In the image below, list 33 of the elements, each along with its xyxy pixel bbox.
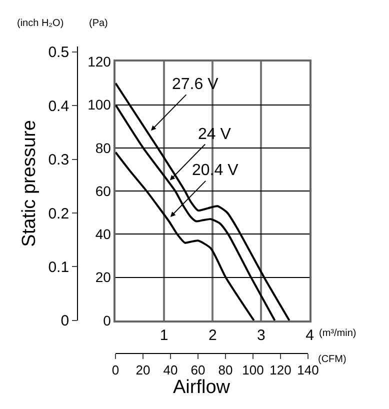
annotation: 20.4 V — [192, 162, 239, 179]
x-tick-label: 1 — [160, 327, 168, 344]
y2-tick-label: 0.5 — [48, 44, 70, 62]
x2-tick-label: 120 — [270, 362, 292, 378]
y-tick-label: 60 — [95, 182, 112, 199]
y-tick-label: 100 — [88, 96, 112, 113]
annotation: 24 V — [198, 126, 232, 143]
y2-tick-label: 0.1 — [48, 258, 70, 276]
y-tick-label: 80 — [95, 140, 112, 156]
text: (m³/min) — [319, 328, 356, 339]
y-tick-label: 40 — [95, 226, 112, 242]
y2-tick-label: 0.4 — [48, 98, 70, 115]
x2-tick-label: 60 — [190, 362, 206, 378]
text: (inch H₂O) — [17, 18, 64, 29]
x2-tick-label: 100 — [242, 362, 264, 378]
text: (CFM) — [318, 354, 346, 365]
x2-tick-label: 80 — [218, 362, 233, 378]
annotation: 27.6 V — [172, 76, 219, 93]
x-tick-label: 2 — [208, 327, 217, 344]
y2-tick-label: 0 — [60, 312, 70, 330]
x-tick-label: 4 — [306, 327, 314, 344]
x-axis-title: Airflow — [173, 377, 230, 398]
y2-tick-label: 0.2 — [48, 205, 70, 222]
x2-tick-label: 140 — [297, 362, 319, 378]
text: (Pa) — [89, 18, 108, 29]
y-tick-label: 20 — [95, 269, 112, 286]
y-tick-label: 120 — [88, 54, 112, 70]
x2-tick-label: 20 — [136, 362, 150, 378]
y2-axis-title: Static pressure — [19, 120, 40, 247]
y2-tick-label: 0.3 — [48, 152, 70, 169]
x2-tick-label: 40 — [163, 362, 178, 378]
x-tick-label: 3 — [257, 327, 266, 344]
y-tick-label: 0 — [103, 312, 112, 328]
